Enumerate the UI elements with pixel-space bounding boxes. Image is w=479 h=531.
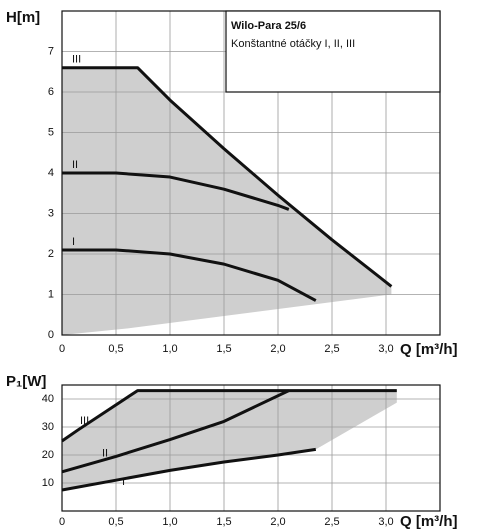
y-tick-label: 4 — [48, 167, 54, 179]
x-axis-title: Q [m³/h] — [400, 341, 458, 358]
curve — [62, 248, 317, 302]
annotation-title: Wilo-Para 25/6 — [231, 20, 306, 32]
y-tick-label: 10 — [42, 477, 54, 489]
curve-label: II — [72, 159, 78, 171]
annotation-text: Konštantné otáčky I, II, III — [231, 38, 355, 50]
curve-label: III — [80, 415, 89, 427]
y-tick-label: 2 — [48, 248, 54, 260]
curve-label: II — [102, 448, 108, 460]
plot-frame — [61, 384, 441, 512]
x-tick-label: 2,0 — [270, 516, 285, 528]
curve — [61, 447, 317, 492]
y-tick-label: 3 — [48, 207, 54, 219]
curve — [61, 389, 290, 474]
x-tick-label: 1,0 — [162, 516, 177, 528]
x-tick-label: 1,5 — [216, 516, 231, 528]
x-tick-label: 1,5 — [216, 343, 231, 355]
y-tick-label: 7 — [48, 45, 54, 57]
x-tick-label: 0 — [59, 343, 65, 355]
y-tick-label: 30 — [42, 421, 54, 433]
x-tick-label: 0 — [59, 516, 65, 528]
operating-area — [62, 390, 397, 490]
y-axis-title: H[m] — [6, 9, 40, 26]
y-tick-label: 6 — [48, 86, 54, 98]
y-tick-label: 1 — [48, 288, 54, 300]
y-tick-label: 20 — [42, 449, 54, 461]
curve — [62, 66, 393, 288]
x-tick-label: 2,5 — [324, 516, 339, 528]
curve-label: I — [122, 476, 125, 488]
x-tick-label: 0,5 — [108, 343, 123, 355]
y-axis-title: P₁[W] — [6, 373, 46, 390]
x-axis-title: Q [m³/h] — [400, 513, 458, 530]
x-tick-label: 3,0 — [378, 516, 393, 528]
x-tick-label: 2,5 — [324, 343, 339, 355]
curve-label: III — [72, 54, 81, 66]
x-tick-label: 0,5 — [108, 516, 123, 528]
y-tick-label: 40 — [42, 393, 54, 405]
curve — [61, 389, 397, 443]
curve — [62, 171, 290, 211]
y-tick-label: 5 — [48, 126, 54, 138]
x-tick-label: 3,0 — [378, 343, 393, 355]
x-tick-label: 2,0 — [270, 343, 285, 355]
annotation-box — [225, 10, 441, 93]
operating-area — [62, 67, 392, 335]
y-tick-label: 0 — [48, 329, 54, 341]
curve-label: I — [72, 236, 75, 248]
x-tick-label: 1,0 — [162, 343, 177, 355]
